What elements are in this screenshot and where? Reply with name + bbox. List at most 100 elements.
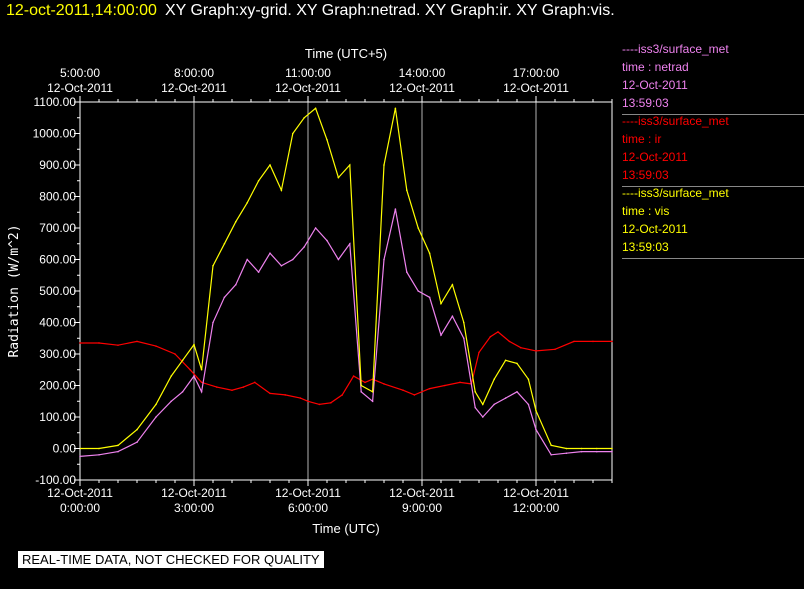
plot-area bbox=[79, 101, 613, 481]
legend-source: ----iss3/surface_met bbox=[622, 114, 729, 128]
series-point bbox=[535, 409, 537, 412]
series-point bbox=[326, 239, 328, 242]
series-point bbox=[193, 375, 195, 377]
series-point bbox=[474, 406, 477, 409]
series-point bbox=[417, 290, 420, 292]
series-point bbox=[117, 450, 119, 453]
series-point bbox=[611, 340, 613, 343]
y-tick-label: 400.00 bbox=[39, 316, 76, 330]
series-point bbox=[527, 403, 530, 406]
series-point bbox=[269, 252, 271, 254]
series-point bbox=[337, 258, 340, 261]
series-point bbox=[223, 242, 226, 245]
series-point bbox=[504, 359, 507, 362]
series-point bbox=[463, 337, 465, 340]
series-point bbox=[451, 283, 454, 286]
series-point bbox=[257, 271, 260, 273]
series-point bbox=[474, 391, 477, 393]
series-point bbox=[235, 283, 237, 286]
series-point bbox=[580, 450, 583, 453]
x-tick-time-label: 0:00:00 bbox=[60, 501, 100, 515]
series-point bbox=[611, 450, 613, 453]
series-point bbox=[428, 387, 431, 390]
axes: 12-Oct-20110:00:0012-Oct-20113:00:0012-O… bbox=[33, 66, 613, 515]
legend-separator bbox=[622, 114, 804, 115]
series-point bbox=[299, 397, 302, 399]
series-point bbox=[216, 386, 218, 388]
series-point bbox=[136, 428, 138, 431]
series-point bbox=[136, 441, 138, 444]
series-point bbox=[223, 296, 226, 299]
y-tick-label: 300.00 bbox=[39, 347, 76, 361]
legend-source: ----iss3/surface_met bbox=[622, 42, 729, 56]
series-point bbox=[98, 454, 100, 456]
series-point bbox=[314, 227, 317, 229]
y-tick-label: 500.00 bbox=[39, 284, 76, 298]
y-tick-label: -100.00 bbox=[35, 473, 76, 487]
top-tick-date-label: 12-Oct-2011 bbox=[47, 81, 113, 95]
series-point bbox=[326, 139, 328, 141]
series-point bbox=[269, 392, 271, 395]
x-tick-date-label: 12-Oct-2011 bbox=[275, 486, 341, 500]
series-point bbox=[459, 381, 461, 384]
header-datetime: 12-oct-2011,14:00:00 bbox=[6, 2, 157, 19]
series-point bbox=[136, 340, 138, 343]
x-tick-time-label: 12:00:00 bbox=[513, 501, 560, 515]
x-axis-label: Time (UTC) bbox=[312, 521, 379, 536]
series-point bbox=[117, 444, 119, 447]
series-point bbox=[394, 107, 397, 110]
series-point bbox=[174, 353, 176, 355]
top-tick-date-label: 12-Oct-2011 bbox=[275, 81, 341, 95]
grid-lines bbox=[193, 102, 537, 480]
series-point bbox=[482, 416, 484, 418]
series-point bbox=[504, 397, 507, 399]
series-point bbox=[516, 362, 518, 365]
series-point bbox=[451, 315, 454, 318]
series-point bbox=[428, 252, 431, 254]
top-tick-time-label: 14:00:00 bbox=[399, 66, 446, 80]
legend-time: 13:59:03 bbox=[622, 240, 669, 254]
top-tick-date-label: 12-Oct-2011 bbox=[161, 81, 227, 95]
series-point bbox=[478, 351, 480, 354]
series-point bbox=[284, 394, 287, 396]
series-lines bbox=[79, 107, 613, 458]
y-tick-label: 900.00 bbox=[39, 158, 76, 172]
top-tick-time-label: 5:00:00 bbox=[60, 66, 100, 80]
legend-date: 12-Oct-2011 bbox=[622, 150, 688, 164]
series-point bbox=[200, 368, 203, 371]
series-point bbox=[489, 335, 492, 338]
series-point bbox=[493, 403, 496, 406]
series-point bbox=[417, 227, 420, 229]
x-tick-date-label: 12-Oct-2011 bbox=[47, 486, 113, 500]
legend-date: 12-Oct-2011 bbox=[622, 222, 688, 236]
series-point bbox=[170, 375, 172, 377]
series-point bbox=[428, 296, 431, 299]
top-tick-time-label: 17:00:00 bbox=[513, 66, 560, 80]
series-point bbox=[117, 344, 119, 346]
series-point bbox=[254, 381, 256, 384]
series-point bbox=[493, 378, 496, 381]
series-point bbox=[231, 389, 233, 392]
series-point bbox=[98, 447, 100, 450]
legend-date: 12-Oct-2011 bbox=[622, 78, 688, 92]
series-point bbox=[212, 321, 214, 324]
series-point bbox=[565, 447, 568, 450]
series-point bbox=[413, 394, 416, 396]
series-point bbox=[371, 400, 374, 403]
series-point bbox=[280, 189, 283, 191]
series-point bbox=[246, 258, 248, 261]
legend-var: time : vis bbox=[622, 204, 670, 218]
series-point bbox=[235, 220, 237, 223]
series-point bbox=[170, 400, 172, 403]
series-point bbox=[337, 176, 340, 179]
x-tick-time-label: 3:00:00 bbox=[174, 501, 214, 515]
y-tick-label: 1000.00 bbox=[33, 127, 77, 141]
series-point bbox=[155, 416, 157, 418]
series-point bbox=[383, 164, 385, 166]
y-tick-label: 600.00 bbox=[39, 253, 76, 267]
legend-var: time : netrad bbox=[622, 60, 689, 74]
legend-source: ----iss3/surface_met bbox=[622, 186, 729, 200]
y-tick-label: 1100.00 bbox=[34, 95, 77, 109]
